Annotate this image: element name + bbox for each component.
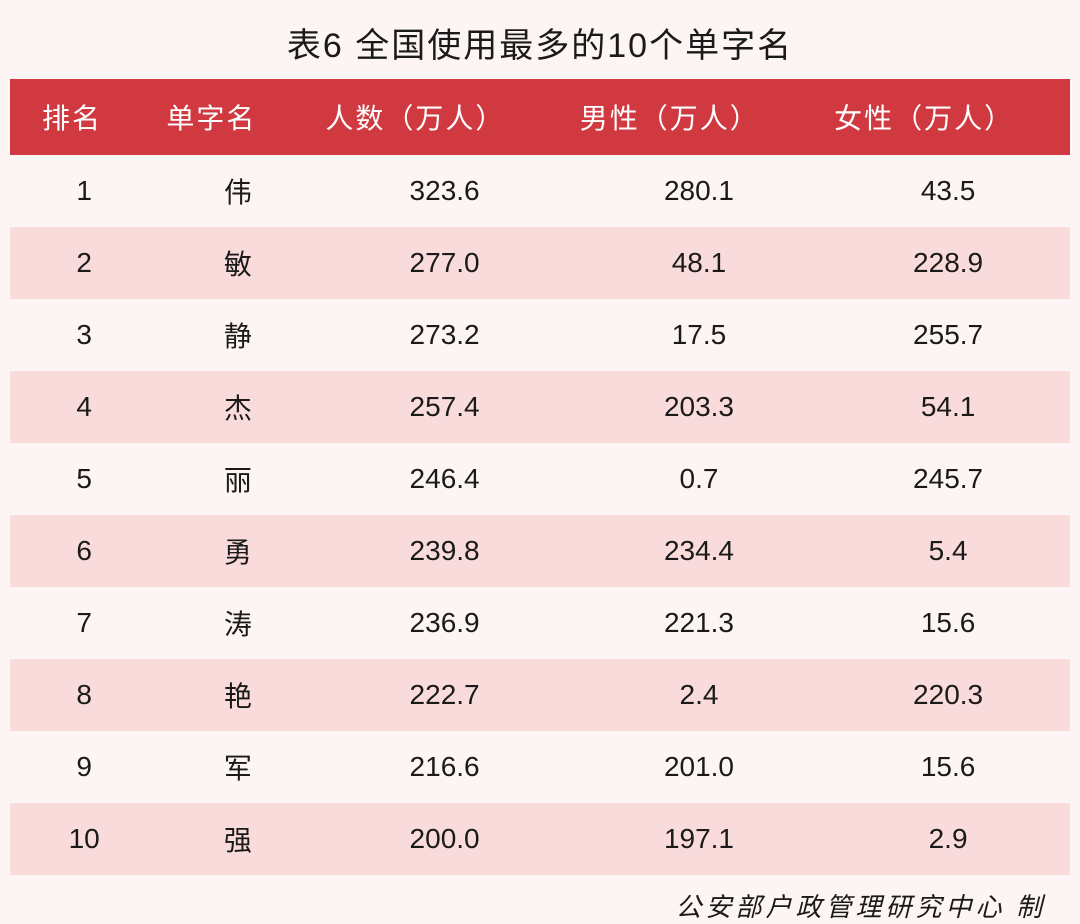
table-cell: 15.6 bbox=[826, 731, 1070, 803]
table-cell: 勇 bbox=[158, 515, 317, 587]
header-total: 人数（万人） bbox=[317, 79, 571, 155]
table-cell: 277.0 bbox=[317, 227, 571, 299]
table-cell: 7 bbox=[10, 587, 158, 659]
table-cell: 239.8 bbox=[317, 515, 571, 587]
table-cell: 43.5 bbox=[826, 155, 1070, 227]
table-cell: 敏 bbox=[158, 227, 317, 299]
table-cell: 4 bbox=[10, 371, 158, 443]
table-cell: 48.1 bbox=[572, 227, 826, 299]
table-cell: 54.1 bbox=[826, 371, 1070, 443]
table-cell: 246.4 bbox=[317, 443, 571, 515]
table-cell: 15.6 bbox=[826, 587, 1070, 659]
table-cell: 245.7 bbox=[826, 443, 1070, 515]
table-cell: 236.9 bbox=[317, 587, 571, 659]
table-row: 2敏277.048.1228.9 bbox=[10, 227, 1070, 299]
table-cell: 2 bbox=[10, 227, 158, 299]
table-cell: 197.1 bbox=[572, 803, 826, 875]
table-cell: 3 bbox=[10, 299, 158, 371]
table-cell: 伟 bbox=[158, 155, 317, 227]
table-row: 4杰257.4203.354.1 bbox=[10, 371, 1070, 443]
table-cell: 杰 bbox=[158, 371, 317, 443]
table-cell: 273.2 bbox=[317, 299, 571, 371]
table-cell: 201.0 bbox=[572, 731, 826, 803]
table-cell: 0.7 bbox=[572, 443, 826, 515]
table-cell: 323.6 bbox=[317, 155, 571, 227]
table-cell: 203.3 bbox=[572, 371, 826, 443]
table-row: 7涛236.9221.315.6 bbox=[10, 587, 1070, 659]
table-cell: 艳 bbox=[158, 659, 317, 731]
table-row: 8艳222.72.4220.3 bbox=[10, 659, 1070, 731]
header-female: 女性（万人） bbox=[826, 79, 1070, 155]
table-cell: 8 bbox=[10, 659, 158, 731]
header-male: 男性（万人） bbox=[572, 79, 826, 155]
table-cell: 涛 bbox=[158, 587, 317, 659]
footer-source: 公安部户政管理研究中心 制 bbox=[10, 875, 1070, 924]
table-cell: 1 bbox=[10, 155, 158, 227]
table-row: 1伟323.6280.143.5 bbox=[10, 155, 1070, 227]
header-rank: 排名 bbox=[10, 79, 158, 155]
table-title: 表6 全国使用最多的10个单字名 bbox=[10, 10, 1070, 79]
table-cell: 216.6 bbox=[317, 731, 571, 803]
table-cell: 222.7 bbox=[317, 659, 571, 731]
table-row: 5丽246.40.7245.7 bbox=[10, 443, 1070, 515]
table-row: 3静273.217.5255.7 bbox=[10, 299, 1070, 371]
table-cell: 丽 bbox=[158, 443, 317, 515]
table-cell: 257.4 bbox=[317, 371, 571, 443]
table-cell: 200.0 bbox=[317, 803, 571, 875]
table-cell: 强 bbox=[158, 803, 317, 875]
table-cell: 17.5 bbox=[572, 299, 826, 371]
table-row: 10强200.0197.12.9 bbox=[10, 803, 1070, 875]
table-cell: 228.9 bbox=[826, 227, 1070, 299]
table-cell: 5 bbox=[10, 443, 158, 515]
table-cell: 6 bbox=[10, 515, 158, 587]
table-header-row: 排名 单字名 人数（万人） 男性（万人） 女性（万人） bbox=[10, 79, 1070, 155]
table-cell: 10 bbox=[10, 803, 158, 875]
table-cell: 2.9 bbox=[826, 803, 1070, 875]
table-row: 6勇239.8234.45.4 bbox=[10, 515, 1070, 587]
table-cell: 221.3 bbox=[572, 587, 826, 659]
table-cell: 静 bbox=[158, 299, 317, 371]
table-cell: 军 bbox=[158, 731, 317, 803]
table-cell: 5.4 bbox=[826, 515, 1070, 587]
table-cell: 280.1 bbox=[572, 155, 826, 227]
table-cell: 234.4 bbox=[572, 515, 826, 587]
table-cell: 9 bbox=[10, 731, 158, 803]
table-row: 9军216.6201.015.6 bbox=[10, 731, 1070, 803]
header-name: 单字名 bbox=[158, 79, 317, 155]
data-table: 排名 单字名 人数（万人） 男性（万人） 女性（万人） 1伟323.6280.1… bbox=[10, 79, 1070, 875]
table-body: 1伟323.6280.143.52敏277.048.1228.93静273.21… bbox=[10, 155, 1070, 875]
table-cell: 255.7 bbox=[826, 299, 1070, 371]
table-cell: 220.3 bbox=[826, 659, 1070, 731]
table-cell: 2.4 bbox=[572, 659, 826, 731]
